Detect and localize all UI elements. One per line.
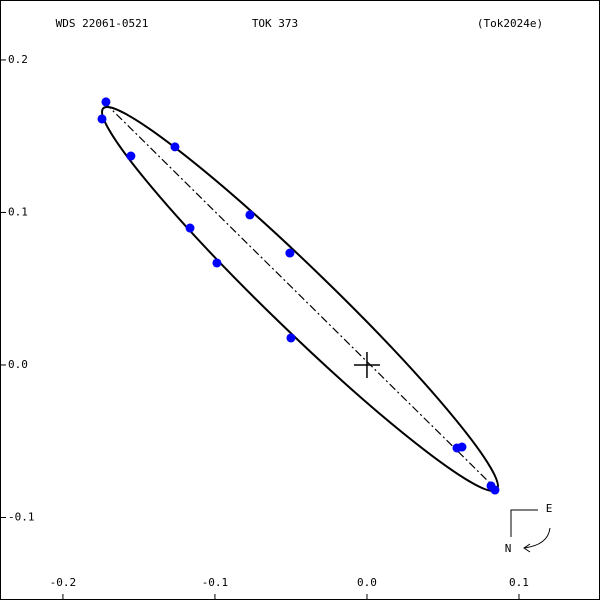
header-name: TOK 373	[252, 17, 298, 30]
compass-east: E	[546, 502, 553, 515]
x-tick-label: 0.1	[509, 576, 529, 589]
primary-star	[353, 351, 380, 378]
compass-north: N	[505, 542, 512, 555]
observation	[457, 442, 467, 452]
observation	[97, 114, 107, 124]
observation	[286, 333, 296, 343]
header-id: WDS 22061-0521	[56, 17, 149, 30]
observation	[185, 223, 195, 233]
y-tick-label: 0.2	[8, 53, 28, 66]
observation	[245, 210, 255, 220]
y-tick-label: 0.1	[8, 205, 28, 218]
x-tick-label: 0.0	[357, 576, 377, 589]
y-tick-label: 0.0	[8, 358, 28, 371]
header-ref: (Tok2024e)	[477, 17, 543, 30]
observation	[101, 97, 111, 107]
observation	[490, 485, 500, 495]
compass-axes	[510, 509, 538, 537]
y-tick-label: -0.1	[8, 510, 35, 523]
compass-arrow	[523, 527, 551, 553]
observation	[285, 248, 295, 258]
observation	[126, 151, 136, 161]
x-tick-label: -0.1	[202, 576, 229, 589]
line-of-nodes	[104, 102, 498, 491]
x-tick-label: -0.2	[50, 576, 77, 589]
observation	[170, 142, 180, 152]
observation	[212, 258, 222, 268]
